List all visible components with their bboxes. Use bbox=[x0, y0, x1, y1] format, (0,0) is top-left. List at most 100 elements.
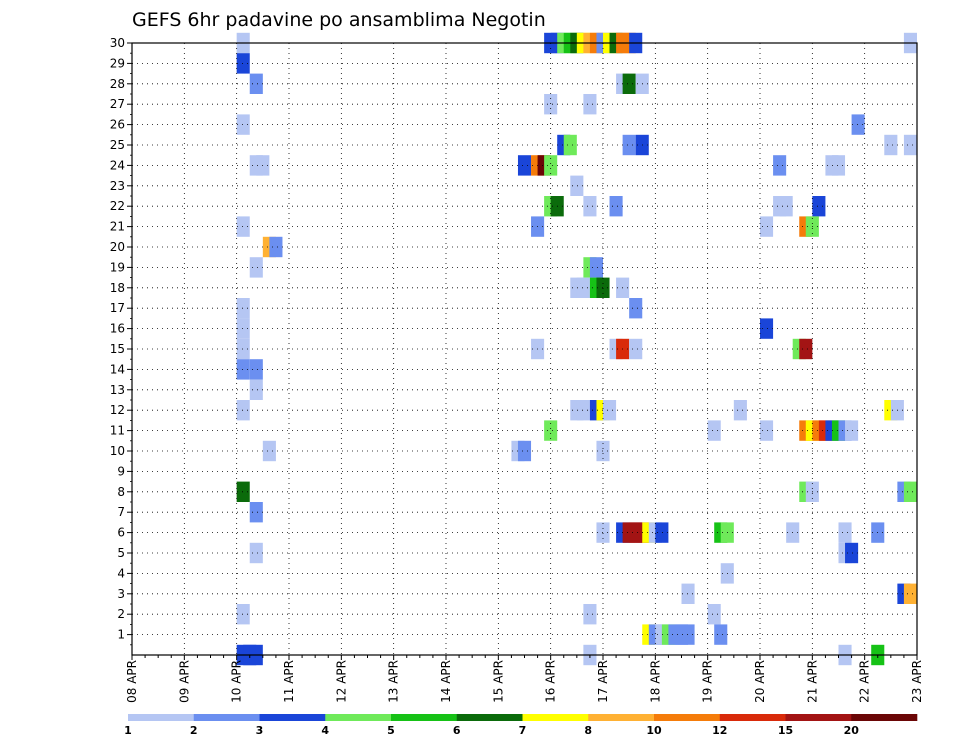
heatmap-cell bbox=[269, 236, 283, 258]
y-tick-label: 29 bbox=[110, 56, 125, 70]
x-tick-label: 18 APR bbox=[648, 660, 662, 703]
y-tick-label: 16 bbox=[110, 322, 125, 336]
x-tick-label: 14 APR bbox=[439, 660, 453, 703]
colorbar: 1 2 3 4 5 6 7 8 10 12 15 20 bbox=[124, 714, 918, 737]
heatmap-cell bbox=[603, 400, 617, 421]
chart-title: GEFS 6hr padavine po ansamblima Negotin bbox=[132, 9, 546, 31]
x-tick-label: 10 APR bbox=[230, 660, 244, 703]
heatmap-cell bbox=[655, 522, 669, 543]
heatmap-cell bbox=[236, 338, 250, 360]
y-tick-label: 10 bbox=[110, 444, 125, 458]
grid-lines bbox=[132, 43, 917, 655]
x-axis: 08 APR 09 APR 10 APR 11 APR 12 APR 13 APR 14 A… bbox=[125, 655, 924, 703]
heatmap-cell bbox=[236, 318, 250, 339]
colorbar-swatch bbox=[391, 714, 458, 721]
colorbar-swatch bbox=[785, 714, 852, 721]
x-tick-label: 12 APR bbox=[334, 660, 348, 703]
heatmap-cell bbox=[544, 420, 558, 441]
y-tick-label: 14 bbox=[110, 362, 125, 376]
colorbar-label: 12 bbox=[712, 724, 727, 737]
heatmap-cell bbox=[629, 298, 643, 319]
heatmap-cell bbox=[236, 359, 250, 380]
colorbar-label: 15 bbox=[778, 724, 793, 737]
y-tick-label: 3 bbox=[117, 587, 125, 601]
y-tick-label: 30 bbox=[110, 36, 125, 50]
y-tick-label: 6 bbox=[117, 526, 125, 540]
x-tick-label: 21 APR bbox=[805, 660, 819, 703]
x-tick-label: 19 APR bbox=[701, 660, 715, 703]
heatmap-cells bbox=[236, 32, 917, 666]
heatmap-cell bbox=[733, 400, 747, 421]
heatmap-cell bbox=[760, 420, 774, 441]
colorbar-swatch bbox=[325, 714, 392, 721]
heatmap-cell bbox=[799, 338, 813, 360]
y-tick-label: 4 bbox=[117, 566, 125, 580]
x-tick-label: 17 APR bbox=[596, 660, 610, 703]
heatmap-cell bbox=[903, 583, 917, 604]
heatmap-cell bbox=[563, 134, 577, 156]
colorbar-label: 3 bbox=[256, 724, 264, 737]
heatmap-cell bbox=[622, 134, 636, 156]
x-tick-label: 09 APR bbox=[177, 660, 191, 703]
heatmap-cell bbox=[609, 196, 623, 217]
heatmap-cell bbox=[249, 359, 263, 380]
colorbar-label: 20 bbox=[844, 724, 860, 737]
heatmap-cell bbox=[707, 604, 721, 625]
heatmap-cell bbox=[544, 155, 558, 176]
colorbar-label: 6 bbox=[453, 724, 461, 737]
y-tick-label: 18 bbox=[110, 281, 125, 295]
heatmap-cell bbox=[838, 522, 852, 543]
colorbar-swatch bbox=[851, 714, 918, 721]
x-tick-label: 22 APR bbox=[858, 660, 872, 703]
x-tick-label: 23 APR bbox=[910, 660, 924, 703]
colorbar-label: 1 bbox=[124, 724, 132, 737]
y-tick-label: 11 bbox=[110, 424, 125, 438]
y-tick-label: 23 bbox=[110, 179, 125, 193]
heatmap-cell bbox=[236, 53, 250, 74]
y-tick-label: 15 bbox=[110, 342, 125, 356]
heatmap-cell bbox=[681, 583, 695, 604]
colorbar-swatch bbox=[522, 714, 589, 721]
y-tick-label: 17 bbox=[110, 301, 125, 315]
heatmap-cell bbox=[517, 440, 532, 462]
y-tick-label: 26 bbox=[110, 118, 125, 132]
heatmap-cell bbox=[249, 379, 263, 400]
y-tick-label: 7 bbox=[117, 505, 125, 519]
heatmap-cell bbox=[622, 73, 636, 94]
heatmap-cell bbox=[583, 196, 597, 217]
colorbar-label: 4 bbox=[321, 724, 329, 737]
heatmap-cell bbox=[845, 420, 859, 441]
heatmap-cell bbox=[831, 155, 846, 176]
heatmap-cell bbox=[236, 114, 250, 135]
heatmap-cell bbox=[576, 277, 590, 298]
y-tick-label: 24 bbox=[110, 158, 125, 172]
heatmap-cell bbox=[576, 400, 590, 421]
heatmap-cell bbox=[714, 624, 728, 645]
colorbar-swatch bbox=[719, 714, 786, 721]
colorbar-label: 5 bbox=[387, 724, 395, 737]
heatmap-cell bbox=[236, 298, 250, 319]
colorbar-swatch bbox=[588, 714, 655, 721]
colorbar-swatch bbox=[193, 714, 260, 721]
heatmap-cell bbox=[583, 604, 597, 625]
colorbar-label: 7 bbox=[519, 724, 527, 737]
heatmap-cell bbox=[629, 338, 643, 360]
colorbar-swatch bbox=[654, 714, 721, 721]
y-tick-label: 21 bbox=[110, 220, 125, 234]
y-tick-label: 20 bbox=[110, 240, 125, 254]
colorbar-swatch bbox=[259, 714, 326, 721]
y-tick-label: 2 bbox=[117, 607, 125, 621]
colorbar-swatch bbox=[128, 714, 195, 721]
heatmap-cell bbox=[903, 134, 917, 156]
heatmap-cell bbox=[779, 196, 793, 217]
heatmap-cell bbox=[249, 257, 263, 278]
heatmap-cell bbox=[249, 502, 263, 523]
heatmap-cell bbox=[262, 440, 276, 462]
x-tick-label: 16 APR bbox=[544, 660, 558, 703]
x-tick-label: 13 APR bbox=[387, 660, 401, 703]
y-tick-label: 19 bbox=[110, 260, 125, 274]
heatmap-cell bbox=[903, 481, 917, 502]
heatmap-cell bbox=[517, 155, 532, 176]
colorbar-label: 8 bbox=[584, 724, 592, 737]
